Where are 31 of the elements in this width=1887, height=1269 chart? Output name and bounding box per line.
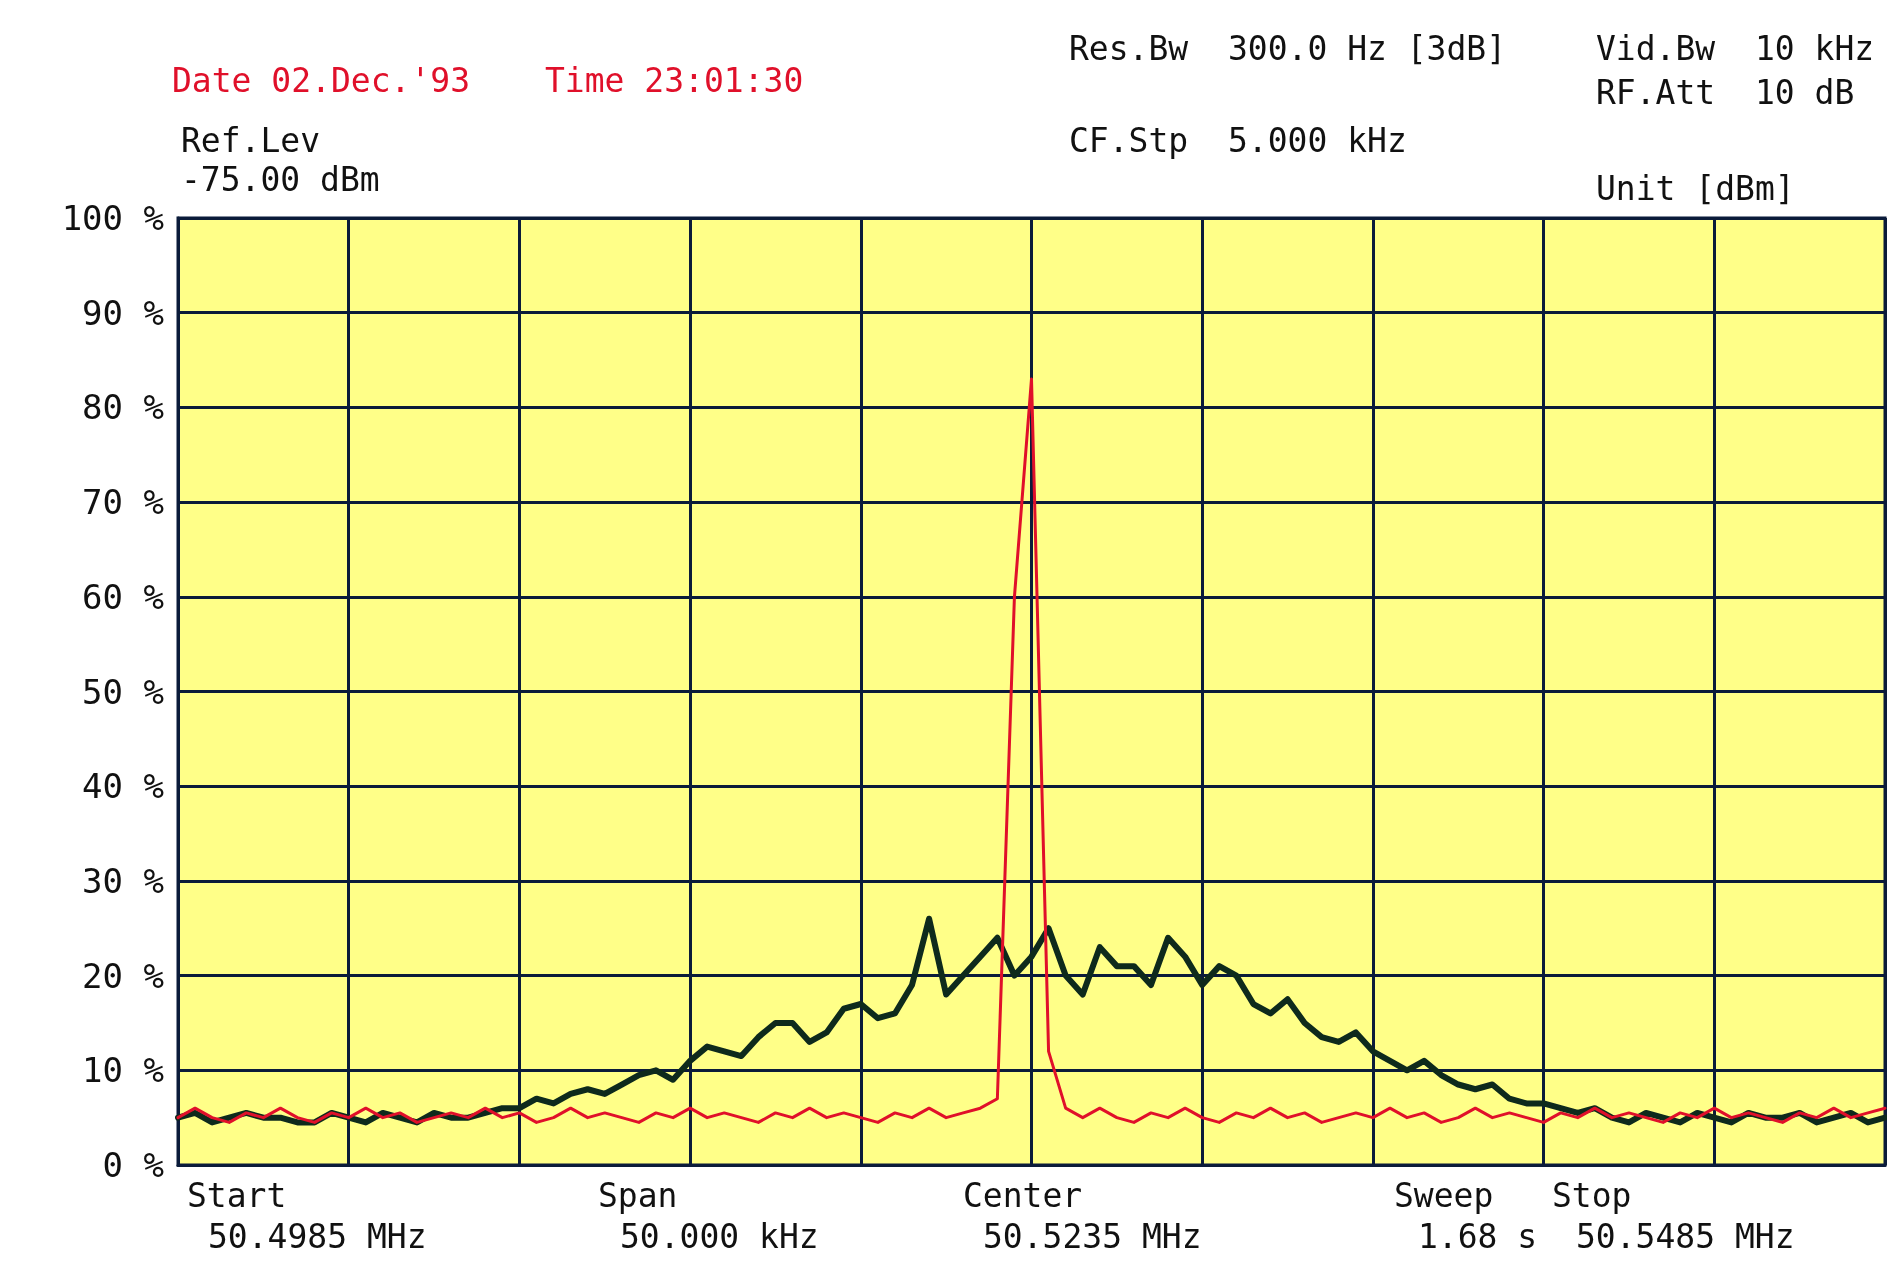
- text: Span: [598, 1176, 678, 1215]
- text: CF.Stp 5.000 kHz: [1069, 121, 1407, 160]
- y-tick-label: 40 %: [82, 766, 164, 807]
- y-tick-label: 70 %: [82, 482, 164, 523]
- text: 50.5485 MHz: [1576, 1217, 1795, 1256]
- text: -75.00 dBm: [181, 160, 380, 199]
- text: Unit [dBm]: [1596, 169, 1795, 208]
- text: Date 02.Dec.'93: [172, 61, 471, 100]
- text: 1.68 s: [1418, 1217, 1538, 1256]
- y-tick-label: 60 %: [82, 576, 164, 617]
- text: Sweep: [1394, 1176, 1494, 1215]
- text: Res.Bw 300.0 Hz [3dB]: [1069, 29, 1507, 68]
- y-tick-label: 30 %: [82, 860, 164, 901]
- y-tick-label: 10 %: [82, 1050, 164, 1091]
- y-tick-label: 90 %: [82, 292, 164, 333]
- text: Start: [187, 1176, 287, 1215]
- y-tick-label: 0 %: [102, 1145, 164, 1185]
- text: Ref.Lev: [181, 121, 321, 160]
- text: Vid.Bw 10 kHz: [1596, 29, 1875, 68]
- y-tick-label: 50 %: [82, 671, 164, 712]
- y-tick-label: 20 %: [82, 955, 164, 996]
- text: 50.5235 MHz: [983, 1217, 1202, 1256]
- text: Time 23:01:30: [545, 61, 804, 100]
- y-tick-label: 80 %: [82, 387, 164, 428]
- text: Stop: [1552, 1176, 1632, 1215]
- text: RF.Att 10 dB: [1596, 73, 1855, 112]
- text: 50.4985 MHz: [208, 1217, 427, 1256]
- y-tick-label: 100 %: [61, 198, 164, 238]
- line-series: [176, 377, 1887, 1124]
- text: Center: [963, 1176, 1083, 1215]
- text: 50.000 kHz: [620, 1217, 819, 1256]
